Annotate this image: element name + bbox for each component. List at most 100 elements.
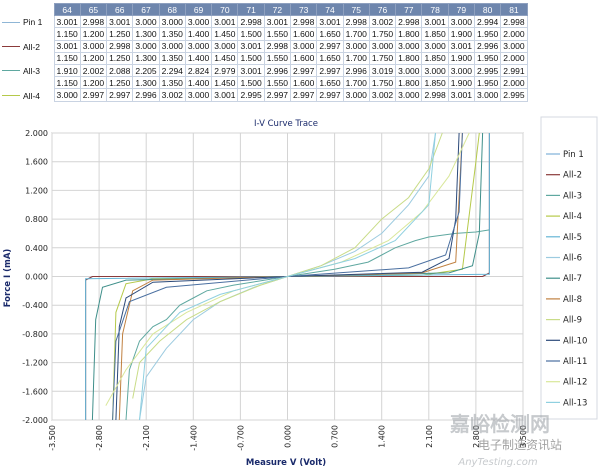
table-cell: 3.000 — [421, 39, 449, 53]
legend-label: All-3 — [563, 191, 582, 201]
row-swatch — [2, 70, 20, 72]
table-cell: 3.000 — [395, 88, 423, 102]
chart-title: I-V Curve Trace — [254, 119, 318, 129]
table-cell: 1.500 — [237, 27, 265, 41]
row-label: All-2 — [23, 41, 41, 52]
column-header: 80 — [473, 2, 502, 17]
column-header: 77 — [395, 2, 423, 17]
table-cell: 1.700 — [342, 51, 370, 65]
table-cell: 2.998 — [342, 15, 370, 29]
x-tick-label: 0.000 — [284, 425, 293, 448]
table-cell: 1.250 — [106, 27, 134, 41]
column-header: 79 — [447, 2, 476, 17]
table-cell: 1.600 — [290, 51, 318, 65]
table-cell: 3.001 — [53, 39, 81, 53]
row-legend-cell: All-3 — [0, 64, 55, 77]
table-cell: 2.000 — [500, 76, 528, 90]
table-cell: 1.850 — [421, 76, 449, 90]
table-cell: 3.001 — [53, 15, 81, 29]
y-tick-label: -0.800 — [22, 330, 48, 339]
x-tick-label: 2.100 — [425, 425, 434, 448]
table-cell: 1.250 — [106, 51, 134, 65]
x-tick-label: -2.800 — [95, 425, 104, 451]
legend-label: All-12 — [563, 378, 587, 388]
table-cell: 1.650 — [316, 76, 344, 90]
table-cell: 1.200 — [79, 76, 108, 90]
table-row: All-4 3.000 2.997 2.997 2.996 3.002 3.000 3.001… — [0, 88, 528, 102]
legend-label: All-7 — [563, 274, 582, 284]
table-body: Pin 1 3.001 2.998 3.001 3.000 3.000 3.000 3.001… — [0, 15, 528, 102]
table-cell: 2.995 — [237, 88, 265, 102]
table-cell: 2.979 — [211, 63, 239, 78]
column-header: 72 — [263, 2, 292, 17]
table-cell: 1.600 — [290, 27, 318, 41]
table-cell: 1.200 — [79, 27, 108, 41]
table-row: 1.150 1.200 1.250 1.300 1.350 1.400 1.450 1.500… — [0, 76, 528, 90]
table-cell: 1.400 — [184, 27, 213, 41]
table-cell: 3.000 — [473, 88, 502, 102]
x-tick-label: -2.100 — [142, 425, 151, 451]
legend-label: All-13 — [563, 398, 587, 408]
row-swatch — [2, 46, 20, 48]
table-cell: 2.998 — [106, 39, 134, 53]
table-cell: 3.000 — [368, 39, 397, 53]
table-cell: 2.995 — [473, 63, 502, 78]
table-cell: 2.995 — [500, 88, 528, 102]
watermark-line1: 嘉峪检测网 — [449, 412, 550, 436]
table-cell: 2.205 — [132, 63, 160, 78]
x-tick-label: -1.400 — [189, 425, 198, 451]
table-cell: 3.000 — [79, 39, 108, 53]
table-cell: 2.997 — [79, 88, 108, 102]
legend-label: All-9 — [563, 316, 582, 326]
legend-label: Pin 1 — [563, 150, 584, 160]
legend-label: All-10 — [563, 336, 587, 346]
legend-label: All-8 — [563, 295, 582, 305]
table-cell: 1.850 — [421, 27, 449, 41]
y-tick-label: 0.400 — [25, 244, 48, 253]
table-cell: 2.998 — [290, 15, 318, 29]
column-header: 74 — [316, 2, 344, 17]
table-cell: 1.350 — [158, 27, 186, 41]
x-tick-label: 3.500 — [519, 425, 528, 448]
table-cell: 3.001 — [237, 39, 265, 53]
table-cell: 3.000 — [132, 39, 160, 53]
column-header: 66 — [106, 2, 134, 17]
x-axis-title: Measure V (Volt) — [246, 458, 326, 468]
table-cell: 3.000 — [53, 88, 81, 102]
table-cell: 1.550 — [263, 51, 292, 65]
column-header: 71 — [237, 2, 265, 17]
table-cell: 1.150 — [53, 76, 81, 90]
table-cell: 2.998 — [500, 15, 528, 29]
table-cell: 3.000 — [132, 15, 160, 29]
table-cell: 1.850 — [421, 51, 449, 65]
watermark-line3: AnyTesting.com — [457, 457, 538, 468]
table-header-row: 64 65 66 67 68 69 70 71 72 73 74 75 76 77 78 79 80 81 — [0, 2, 528, 17]
table-cell: 2.996 — [342, 63, 370, 78]
table-cell: 1.550 — [263, 76, 292, 90]
x-tick-label: 2.800 — [472, 425, 481, 448]
table-cell: 2.997 — [316, 39, 344, 53]
y-tick-label: 2.000 — [25, 129, 48, 138]
table-cell: 1.300 — [132, 76, 160, 90]
legend-box — [540, 116, 598, 420]
table-cell: 2.294 — [158, 63, 186, 78]
table-cell: 1.800 — [395, 27, 423, 41]
y-tick-label: -1.600 — [22, 387, 48, 396]
table-cell: 2.998 — [395, 15, 423, 29]
table-cell: 1.500 — [237, 76, 265, 90]
table-cell: 1.800 — [395, 76, 423, 90]
table-cell: 1.300 — [132, 51, 160, 65]
row-legend-cell: Pin 1 — [0, 15, 55, 28]
table-cell: 2.997 — [290, 88, 318, 102]
row-legend-cell: All-2 — [0, 40, 55, 53]
table-cell: 1.150 — [53, 27, 81, 41]
table-cell: 1.600 — [290, 76, 318, 90]
column-header: 64 — [53, 2, 81, 17]
legend-layer: Pin 1 All-2 All-3 All-4 All-5 All-6 All-7 All-8… — [546, 150, 587, 408]
table-cell: 3.002 — [158, 88, 186, 102]
row-legend-cell — [0, 76, 55, 89]
table-cell: 3.000 — [500, 39, 528, 53]
table-cell: 3.002 — [368, 88, 397, 102]
table-cell: 1.950 — [473, 51, 502, 65]
table-cell: 1.250 — [106, 76, 134, 90]
